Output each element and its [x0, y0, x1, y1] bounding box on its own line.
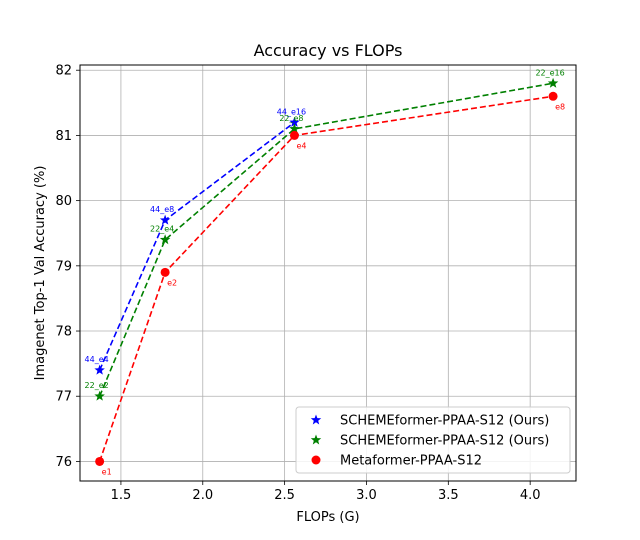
legend-marker-star [310, 434, 322, 445]
y-tick-label: 81 [55, 129, 72, 144]
data-point-star [289, 123, 300, 134]
legend-box [295, 406, 571, 474]
legend-entry-label: SCHEMEformer-PPAA-S12 (Ours) [340, 434, 549, 449]
legend-marker-star [310, 414, 322, 425]
x-tick-label: 2.0 [192, 488, 213, 503]
legend-marker-circle [311, 455, 321, 465]
plot-frame [79, 64, 577, 482]
series-2: 22_e2 22_e4 22_e8 22_e16 [85, 68, 565, 401]
data-point-circle [548, 91, 558, 101]
data-point-label: 22_e8 [279, 114, 303, 123]
y-tick-label: 78 [55, 325, 72, 340]
data-point-label: e2 [167, 278, 177, 287]
data-point-star [159, 234, 171, 245]
y-tick-label: 76 [55, 455, 72, 470]
data-point-label: 44_e16 [277, 107, 306, 116]
x-tick-label: 2.5 [274, 488, 295, 503]
data-point-circle [289, 130, 299, 140]
grid [80, 65, 576, 481]
y-tick-label: 82 [55, 64, 72, 79]
x-tick-label: 3.0 [356, 488, 377, 503]
data-point-label: 22_e4 [150, 225, 174, 234]
data-point-label: 44_e8 [150, 205, 174, 214]
series-3: e1 e2 e4 e8 [95, 91, 565, 476]
legend-entry-label: SCHEMEformer-PPAA-S12 (Ours) [340, 414, 549, 429]
data-point-label: 22_e16 [535, 68, 564, 77]
data-point-circle [160, 267, 170, 277]
data-point-label: 44_e4 [85, 355, 109, 364]
data-point-label: e4 [296, 141, 306, 150]
series-group: 44_e444_e844_e1622_e222_e422_e822_e16e1e… [85, 68, 566, 476]
x-tick-label: 4.0 [520, 488, 541, 503]
data-point-star [159, 214, 171, 225]
series-line [98, 82, 554, 397]
legend-entry-label: Metaformer-PPAA-S12 [340, 454, 482, 469]
data-point-star [289, 116, 300, 127]
data-point-label: e1 [102, 467, 112, 476]
y-tick-label: 79 [55, 259, 72, 274]
series-line [98, 95, 554, 462]
data-point-star [94, 390, 105, 401]
x-axis-label: FLOPs (G) [296, 510, 359, 525]
data-point-label: e8 [555, 102, 565, 111]
x-axis-ticks: 1.5 2.0 2.5 3.0 3.5 4.0 [111, 481, 541, 503]
y-tick-label: 80 [55, 194, 72, 209]
x-tick-label: 1.5 [111, 488, 132, 503]
legend: SCHEMEformer-PPAA-S12 (Ours) SCHEMEformer… [295, 406, 571, 474]
data-point-star [94, 364, 105, 375]
series-1: 44_e4 44_e8 44_e16 [85, 107, 306, 375]
data-point-circle [95, 456, 105, 466]
y-tick-label: 77 [55, 390, 72, 405]
data-point-label: 22_e2 [85, 381, 109, 390]
y-axis-ticks: 76 77 78 79 80 81 82 [55, 64, 80, 470]
data-point-star [547, 77, 559, 88]
y-axis-label: Imagenet Top-1 Val Accuracy (%) [33, 166, 48, 381]
x-tick-label: 3.5 [438, 488, 459, 503]
chart-title: Accuracy vs FLOPs [254, 41, 403, 60]
